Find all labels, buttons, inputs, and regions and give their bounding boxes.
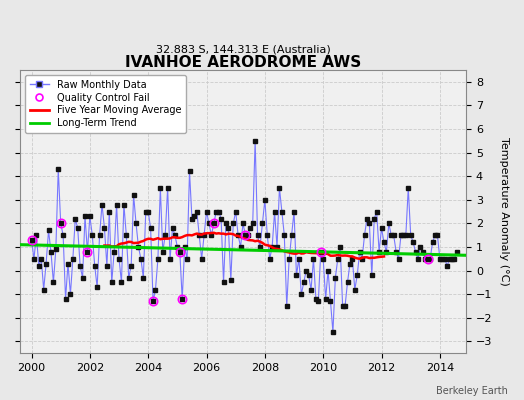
Y-axis label: Temperature Anomaly (°C): Temperature Anomaly (°C) [499,137,509,286]
Text: 32.883 S, 144.313 E (Australia): 32.883 S, 144.313 E (Australia) [156,44,330,54]
Legend: Raw Monthly Data, Quality Control Fail, Five Year Moving Average, Long-Term Tren: Raw Monthly Data, Quality Control Fail, … [25,75,186,133]
Text: Berkeley Earth: Berkeley Earth [436,386,508,396]
Title: IVANHOE AERODROME AWS: IVANHOE AERODROME AWS [125,55,361,70]
